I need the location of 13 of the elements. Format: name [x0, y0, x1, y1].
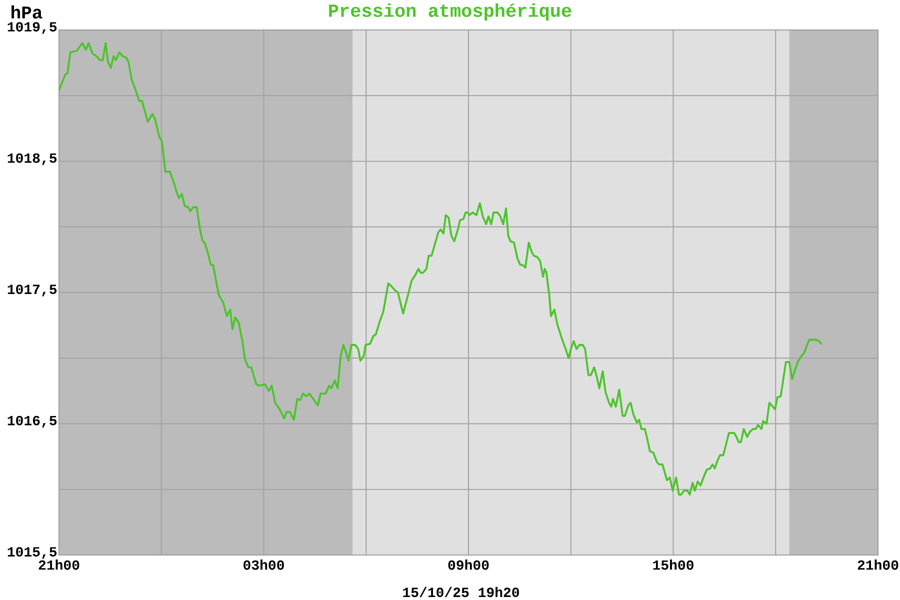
x-tick-label: 09h00	[448, 560, 489, 570]
chart-title: Pression atmosphérique	[329, 3, 572, 21]
y-axis-title: hPa	[12, 5, 42, 19]
x-tick-label: 21h00	[38, 560, 80, 570]
y-tick-label: 1015,5	[8, 547, 57, 559]
x-tick-label: 15h00	[653, 560, 694, 570]
y-tick-label: 1018,5	[8, 153, 57, 166]
x-tick-label: 21h00	[858, 560, 898, 570]
y-tick-label: 1016,5	[8, 416, 57, 428]
y-tick-label: 1017,5	[8, 284, 57, 296]
text: 15/10/25 19h20	[403, 586, 519, 598]
x-tick-label: 03h00	[244, 560, 284, 570]
y-tick-label: 1019,5	[8, 22, 57, 34]
